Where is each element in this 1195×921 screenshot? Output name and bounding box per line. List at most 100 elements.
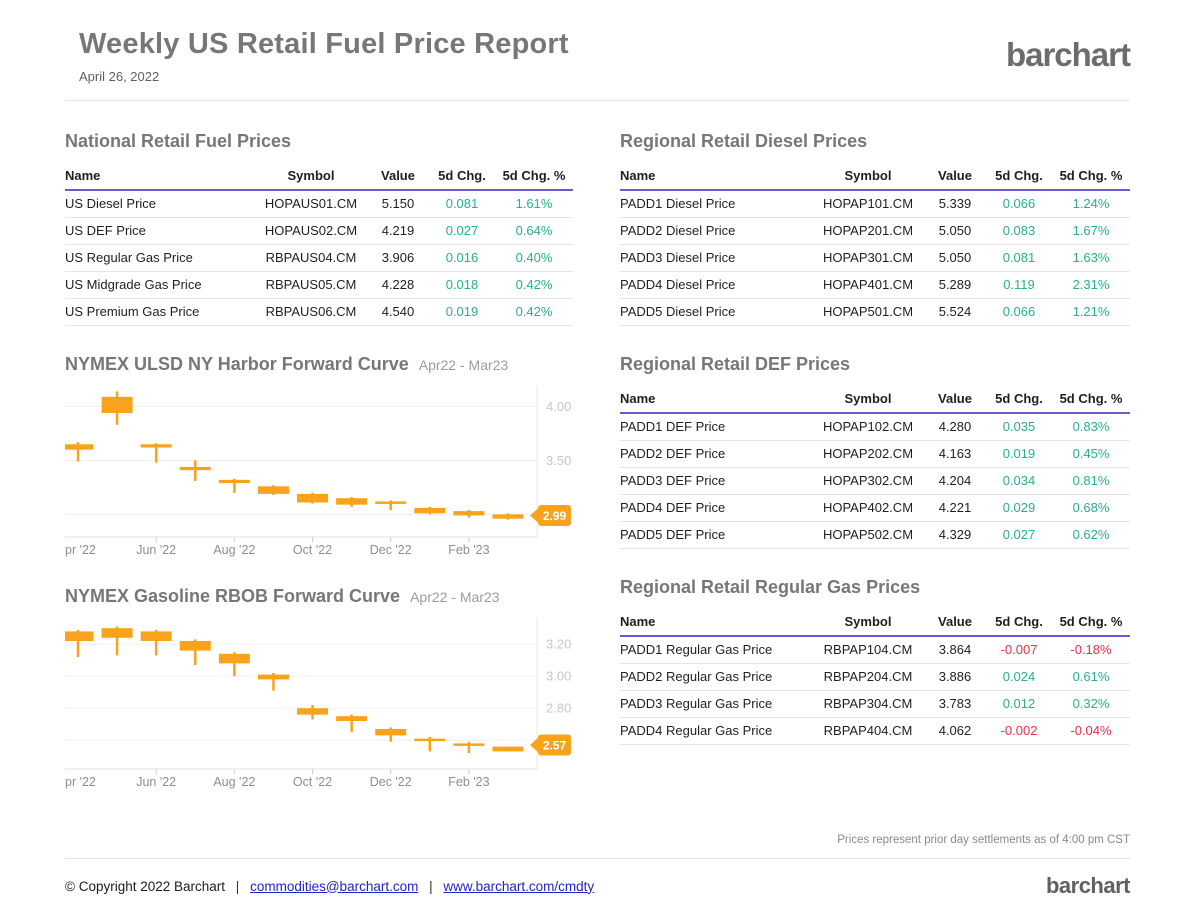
left-column: National Retail Fuel Prices Name Symbol Va… — [65, 131, 573, 790]
column-header: 5d Chg. % — [495, 165, 573, 191]
name-cell: PADD5 DEF Price — [620, 521, 812, 549]
chg-cell: 0.012 — [986, 690, 1052, 718]
settlement-disclaimer: Prices represent prior day settlements a… — [837, 834, 1130, 846]
chg-pct-cell: 0.81% — [1052, 467, 1130, 495]
value-cell: 5.289 — [924, 271, 986, 299]
name-cell: PADD3 DEF Price — [620, 467, 812, 495]
column-header: Name — [620, 165, 812, 191]
table-row: PADD3 Diesel Price HOPAP301.CM 5.050 0.081 1… — [620, 244, 1130, 272]
name-cell: PADD2 DEF Price — [620, 440, 812, 468]
svg-text:Aug '22: Aug '22 — [213, 543, 255, 557]
chg-pct-cell: 0.45% — [1052, 440, 1130, 468]
page-title: Weekly US Retail Fuel Price Report — [79, 28, 569, 60]
value-cell: 4.280 — [924, 413, 986, 441]
chg-cell: 0.027 — [429, 217, 495, 245]
svg-text:2.57: 2.57 — [543, 739, 567, 753]
chg-cell: -0.002 — [986, 717, 1052, 745]
svg-text:Oct '22: Oct '22 — [293, 543, 332, 557]
chg-cell: 0.019 — [986, 440, 1052, 468]
name-cell: PADD4 Regular Gas Price — [620, 717, 812, 745]
national-fuel-prices-section: National Retail Fuel Prices Name Symbol Va… — [65, 131, 573, 326]
column-header: Value — [367, 165, 429, 191]
value-cell: 5.150 — [367, 190, 429, 218]
table-row: US Premium Gas Price RBPAUS06.CM 4.540 0.01… — [65, 298, 573, 326]
svg-text:2.80: 2.80 — [546, 701, 571, 716]
table-row: US Midgrade Gas Price RBPAUS05.CM 4.228 0.0… — [65, 271, 573, 299]
table-row: US Regular Gas Price RBPAUS04.CM 3.906 0.01… — [65, 244, 573, 272]
rbob-forward-curve-chart: 3.20 3.00 2.80 pr '22 Jun '22 Aug '22 Oct '22 D… — [65, 617, 571, 789]
column-header: Name — [620, 611, 812, 637]
svg-text:Jun '22: Jun '22 — [136, 775, 176, 789]
chg-pct-cell: 0.40% — [495, 244, 573, 272]
regional-regular-gas-prices-section: Regional Retail Regular Gas Prices Name S… — [620, 577, 1130, 745]
regional-diesel-prices-section: Regional Retail Diesel Prices Name Symbol… — [620, 131, 1130, 326]
chg-cell: 0.119 — [986, 271, 1052, 299]
table-header-row: Name Symbol Value 5d Chg. 5d Chg. % — [620, 388, 1130, 414]
section-title: Regional Retail Regular Gas Prices — [620, 577, 921, 597]
table-header-row: Name Symbol Value 5d Chg. 5d Chg. % — [65, 165, 573, 191]
chg-pct-cell: 0.64% — [495, 217, 573, 245]
svg-text:Oct '22: Oct '22 — [293, 775, 332, 789]
svg-text:2.99: 2.99 — [543, 509, 567, 523]
value-cell: 5.524 — [924, 298, 986, 326]
table-row: PADD2 Regular Gas Price RBPAP204.CM 3.886 0… — [620, 663, 1130, 691]
email-link[interactable]: commodities@barchart.com — [250, 878, 419, 894]
chg-cell: 0.029 — [986, 494, 1052, 522]
header-title-block: Weekly US Retail Fuel Price Report April… — [65, 28, 569, 84]
chart-title-row: NYMEX Gasoline RBOB Forward Curve Apr22 … — [65, 586, 573, 607]
symbol-cell: HOPAP102.CM — [812, 413, 924, 441]
name-cell: US Premium Gas Price — [65, 298, 255, 326]
svg-text:Jun '22: Jun '22 — [136, 543, 176, 557]
name-cell: PADD4 Diesel Price — [620, 271, 812, 299]
svg-text:4.00: 4.00 — [546, 399, 571, 414]
svg-text:Aug '22: Aug '22 — [213, 775, 255, 789]
svg-text:pr '22: pr '22 — [65, 775, 96, 789]
website-link[interactable]: www.barchart.com/cmdty — [443, 878, 595, 894]
chg-cell: 0.066 — [986, 190, 1052, 218]
name-cell: PADD1 Diesel Price — [620, 190, 812, 218]
value-cell: 5.339 — [924, 190, 986, 218]
separator: | — [235, 878, 240, 894]
column-header: Value — [924, 165, 986, 191]
barchart-footer-logo: barchart — [1045, 873, 1131, 898]
table-row: PADD3 DEF Price HOPAP302.CM 4.204 0.034 0.81… — [620, 467, 1130, 495]
name-cell: PADD1 Regular Gas Price — [620, 636, 812, 664]
symbol-cell: HOPAP502.CM — [812, 521, 924, 549]
svg-text:Feb '23: Feb '23 — [448, 543, 489, 557]
table-row: PADD4 Diesel Price HOPAP401.CM 5.289 0.119 2… — [620, 271, 1130, 299]
national-fuel-prices-table: Name Symbol Value 5d Chg. 5d Chg. % US Diese… — [65, 165, 573, 326]
svg-text:pr '22: pr '22 — [65, 543, 96, 557]
chg-pct-cell: 0.61% — [1052, 663, 1130, 691]
value-cell: 5.050 — [924, 244, 986, 272]
value-cell: 4.163 — [924, 440, 986, 468]
symbol-cell: HOPAP402.CM — [812, 494, 924, 522]
chg-cell: 0.035 — [986, 413, 1052, 441]
symbol-cell: HOPAP302.CM — [812, 467, 924, 495]
symbol-cell: HOPAP501.CM — [812, 298, 924, 326]
chg-cell: 0.027 — [986, 521, 1052, 549]
column-header: 5d Chg. % — [1052, 611, 1130, 637]
table-row: PADD4 Regular Gas Price RBPAP404.CM 4.062-… — [620, 717, 1130, 745]
name-cell: PADD2 Regular Gas Price — [620, 663, 812, 691]
section-title: Regional Retail DEF Prices — [620, 354, 851, 374]
table-row: PADD2 Diesel Price HOPAP201.CM 5.050 0.083 1… — [620, 217, 1130, 245]
value-cell: 3.886 — [924, 663, 986, 691]
barchart-logo: barchart — [1005, 36, 1131, 73]
column-header: 5d Chg. — [986, 611, 1052, 637]
chg-pct-cell: 2.31% — [1052, 271, 1130, 299]
chg-pct-cell: 0.68% — [1052, 494, 1130, 522]
column-header: Symbol — [812, 165, 924, 191]
name-cell: US Regular Gas Price — [65, 244, 255, 272]
name-cell: PADD3 Regular Gas Price — [620, 690, 812, 718]
column-header: 5d Chg. — [986, 165, 1052, 191]
name-cell: US Midgrade Gas Price — [65, 271, 255, 299]
chart-title: NYMEX Gasoline RBOB Forward Curve — [65, 586, 401, 606]
symbol-cell: HOPAUS01.CM — [255, 190, 367, 218]
symbol-cell: RBPAP404.CM — [812, 717, 924, 745]
table-row: PADD1 Regular Gas Price RBPAP104.CM 3.864-… — [620, 636, 1130, 664]
report-body: National Retail Fuel Prices Name Symbol Va… — [65, 131, 1130, 790]
symbol-cell: RBPAUS06.CM — [255, 298, 367, 326]
column-header: 5d Chg. % — [1052, 165, 1130, 191]
regional-diesel-prices-table: Name Symbol Value 5d Chg. 5d Chg. % PADD1 Di… — [620, 165, 1130, 326]
name-cell: PADD4 DEF Price — [620, 494, 812, 522]
